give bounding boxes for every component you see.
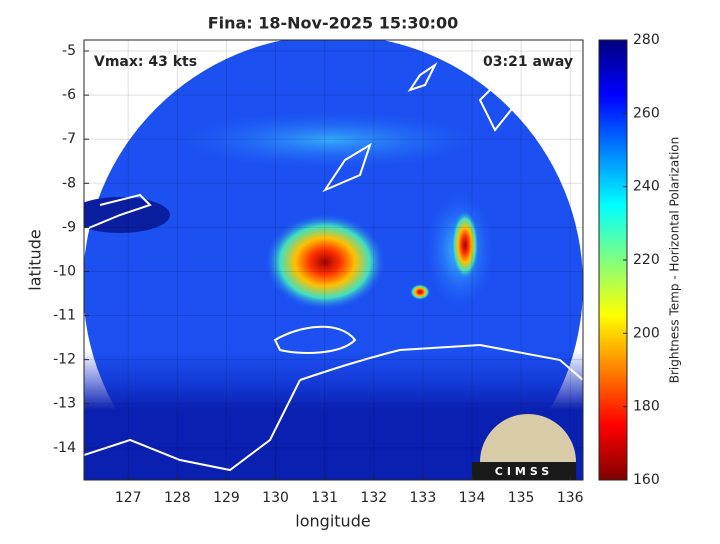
y-tick-label: -14 <box>53 440 76 456</box>
y-tick-label: -10 <box>53 263 76 279</box>
y-tick-label: -12 <box>53 352 76 368</box>
core <box>410 284 430 300</box>
x-tick-label: 136 <box>557 490 584 506</box>
x-tick-label: 128 <box>164 490 191 506</box>
x-tick-label: 130 <box>262 490 289 506</box>
logo: CIMSS <box>472 414 576 480</box>
colorbar-tick-label: 160 <box>633 472 660 488</box>
x-axis-label: longitude <box>295 512 370 531</box>
y-tick-label: -5 <box>62 43 76 59</box>
x-tick-label: 127 <box>115 490 142 506</box>
y-tick-label: -13 <box>53 396 76 412</box>
y-tick-label: -7 <box>62 131 76 147</box>
grid <box>84 40 583 480</box>
core <box>265 214 385 310</box>
annotation: Vmax: 43 kts <box>94 54 197 70</box>
x-tick-label: 132 <box>360 490 387 506</box>
coastline <box>84 325 583 472</box>
rainband <box>170 110 490 170</box>
x-tick-label: 129 <box>213 490 240 506</box>
colorbar-label: Brightness Temp - Horizontal Polarizatio… <box>668 137 682 384</box>
x-tick-label: 131 <box>311 490 338 506</box>
plot-frame <box>83 39 584 481</box>
y-tick-label: -11 <box>53 308 76 324</box>
y-tick-label: -6 <box>62 87 76 103</box>
title: Fina: 18-Nov-2025 15:30:00 <box>208 14 459 33</box>
colorbar <box>598 39 628 481</box>
rainband <box>451 210 479 280</box>
colorbar-tick-label: 280 <box>633 32 660 48</box>
y-axis-label: latitude <box>26 229 45 290</box>
annotation: 03:21 away <box>483 54 573 70</box>
x-tick-label: 133 <box>410 490 437 506</box>
y-tick-label: -8 <box>62 175 76 191</box>
x-tick-label: 135 <box>508 490 535 506</box>
colorbar-tick-label: 200 <box>633 325 660 341</box>
colorbar-tick-label: 220 <box>633 252 660 268</box>
x-tick-label: 134 <box>459 490 486 506</box>
coastline <box>84 62 517 231</box>
colorbar-tick-label: 260 <box>633 105 660 121</box>
colorbar-tick-label: 180 <box>633 399 660 415</box>
y-tick-label: -9 <box>62 219 76 235</box>
colorbar-tick-label: 240 <box>633 179 660 195</box>
logo-text: CIMSS <box>495 465 553 478</box>
